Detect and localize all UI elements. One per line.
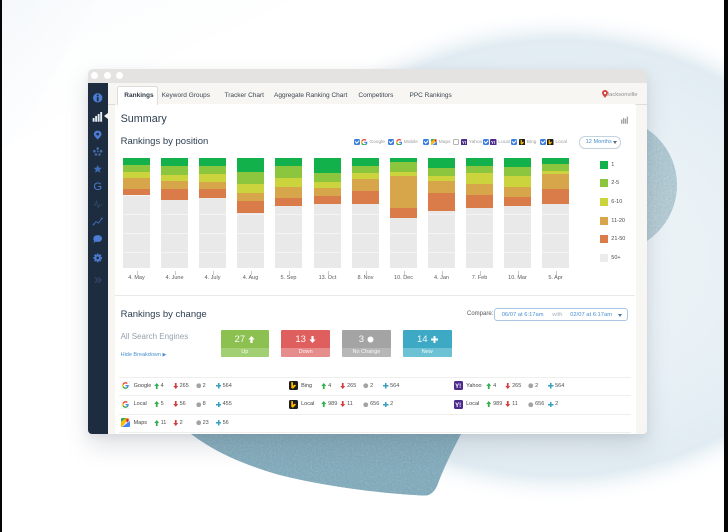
svg-text:Y!: Y!	[455, 403, 461, 409]
svg-text:Y!: Y!	[462, 140, 467, 145]
svg-text:G: G	[93, 181, 102, 193]
svg-text:Y!: Y!	[491, 140, 496, 145]
svg-text:Y!: Y!	[455, 384, 461, 390]
